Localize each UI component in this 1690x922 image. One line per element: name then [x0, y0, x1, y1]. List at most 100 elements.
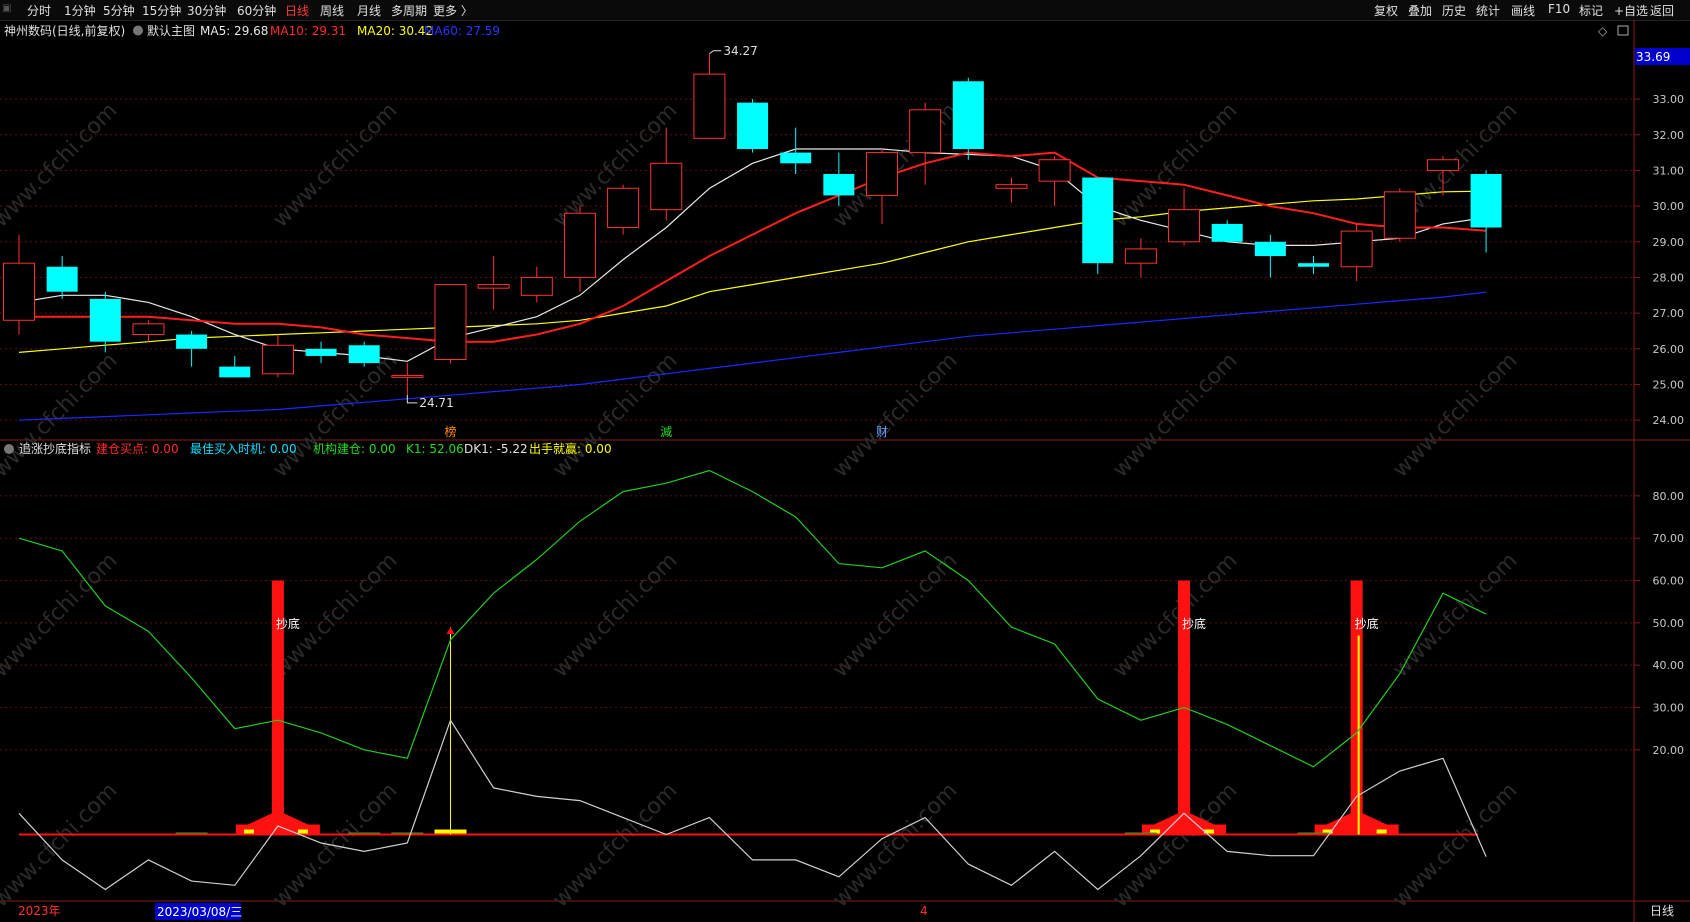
watermark-layer: www.cfchi.com www.cfchi.com www.cfchi.com w…: [0, 98, 1523, 912]
window-toggle-icon[interactable]: [1617, 25, 1629, 36]
candle-body-down: [1298, 263, 1329, 267]
period-tab-0[interactable]: 分时: [27, 4, 52, 18]
indicator-zjmr: 最佳买入时机: 0.00: [190, 442, 297, 456]
period-tab-9[interactable]: 多周期: [391, 4, 428, 18]
candle-body-up: [520, 276, 553, 296]
candle-body-up: [1038, 159, 1071, 182]
toolbar-button-5[interactable]: F10: [1548, 2, 1571, 16]
watermark-text: www.cfchi.com: [1108, 348, 1242, 482]
indicator-settings-icon[interactable]: [4, 444, 14, 454]
candle-body-up: [1124, 248, 1157, 264]
main-chart-label[interactable]: 默认主图: [147, 23, 195, 38]
price-tick-label: 32.00: [1653, 129, 1685, 142]
ma5-value: MA5: 29.68: [200, 24, 268, 38]
indicator-jgjc: 机构建仓: 0.00: [313, 441, 396, 456]
watermark-text: www.cfchi.com: [828, 778, 962, 912]
watermark-text: www.cfchi.com: [1388, 778, 1522, 912]
candle-body-down: [1082, 177, 1114, 264]
k1-line: [18, 469, 1487, 768]
min-price-label: 24.71: [419, 396, 453, 410]
watermark-text: www.cfchi.com: [0, 548, 123, 682]
price-annotations: 34.27 24.71 榜 減 财: [406, 44, 888, 439]
toolbar-button-0[interactable]: 复权: [1374, 4, 1399, 18]
app-menu-icon[interactable]: ▣: [2, 3, 12, 14]
candle-body-down: [305, 348, 337, 356]
watermark-text: www.cfchi.com: [0, 778, 123, 912]
price-tick-label: 27.00: [1653, 307, 1685, 320]
candle-body-up: [1426, 159, 1459, 171]
candle-body-down: [1211, 223, 1243, 242]
indicator-tick-label: 30.00: [1653, 702, 1685, 715]
period-tab-1[interactable]: 1分钟: [64, 4, 96, 18]
indicator-tick-label: 40.00: [1653, 659, 1685, 672]
signal-dot: [1150, 829, 1161, 835]
indicator-csjy: 出手就赢: 0.00: [529, 441, 612, 456]
price-tick-label: 31.00: [1653, 164, 1685, 177]
candle-body-up: [1383, 191, 1416, 239]
signal-bar: [271, 580, 284, 835]
event-mark[interactable]: 減: [660, 424, 672, 439]
candle-body-down: [219, 366, 251, 378]
indicator-plot: 抄底 抄底 抄底: [18, 469, 1487, 891]
period-tab-6[interactable]: 日线: [285, 4, 310, 18]
period-tab-5[interactable]: 60分钟: [237, 4, 277, 18]
price-tick-label: 30.00: [1653, 200, 1685, 213]
cursor-date: 2023/03/08/三: [157, 905, 242, 919]
candle-body-up: [563, 212, 596, 278]
candle-body-down: [823, 174, 855, 196]
indicator-tick-label: 80.00: [1653, 490, 1685, 503]
period-tab-4[interactable]: 30分钟: [187, 4, 227, 18]
watermark-text: www.cfchi.com: [548, 778, 682, 912]
period-label[interactable]: 日线: [1650, 904, 1674, 918]
candle-body-up: [650, 162, 683, 211]
ma10-line: [19, 151, 1487, 343]
signal-label: 抄底: [1182, 616, 1206, 631]
period-tab-2[interactable]: 5分钟: [103, 4, 135, 18]
indicator-jcmd: 建仓买点: 0.00: [96, 442, 179, 456]
signal-dot: [297, 829, 308, 835]
candle-body-up: [477, 284, 510, 289]
candle-body-up: [909, 109, 942, 154]
candle-body-down: [737, 102, 769, 150]
period-tab-10[interactable]: 更多 〉: [433, 4, 473, 18]
period-tab-8[interactable]: 月线: [357, 4, 382, 18]
event-mark[interactable]: 财: [876, 425, 888, 439]
indicator-tick-label: 60.00: [1653, 575, 1685, 588]
indicator-tick-label: 50.00: [1653, 617, 1685, 630]
stock-title[interactable]: 神州数码(日线,前复权): [4, 23, 125, 38]
diamond-icon[interactable]: ◇: [1598, 24, 1608, 38]
indicator-name[interactable]: 追涨抄底指标: [19, 441, 91, 456]
signal-label: 抄底: [1355, 616, 1379, 631]
candle-body-up: [434, 284, 467, 361]
toolbar-button-2[interactable]: 历史: [1442, 4, 1467, 18]
max-price-pointer: [709, 50, 722, 55]
ma20-value: MA20: 30.42: [357, 24, 433, 38]
toolbar-button-7[interactable]: +自选: [1614, 4, 1649, 18]
cursor-date-box: [155, 903, 241, 920]
ma10-value: MA10: 29.31: [270, 24, 346, 38]
indicator-k1: K1: 52.06: [406, 442, 464, 456]
price-tick-label: 25.00: [1653, 378, 1685, 391]
footer-year: 2023年: [18, 904, 61, 918]
candle-body-down: [348, 345, 380, 364]
watermark-text: www.cfchi.com: [548, 548, 682, 682]
watermark-text: www.cfchi.com: [1388, 548, 1522, 682]
candle-body-up: [132, 323, 165, 336]
ma5-line: [18, 148, 1487, 362]
indicator-tick-label: 20.00: [1653, 744, 1685, 757]
period-tab-7[interactable]: 周线: [320, 4, 345, 18]
candle-body-up: [607, 187, 640, 229]
period-tab-3[interactable]: 15分钟: [142, 4, 182, 18]
toolbar-button-4[interactable]: 画线: [1511, 4, 1536, 18]
signal-dot: [1376, 829, 1387, 835]
main-chart-settings-icon[interactable]: [133, 25, 143, 36]
watermark-text: www.cfchi.com: [268, 548, 402, 682]
event-mark[interactable]: 榜: [444, 424, 456, 439]
toolbar-button-3[interactable]: 统计: [1476, 4, 1501, 18]
toolbar-button-1[interactable]: 叠加: [1408, 4, 1433, 18]
toolbar-button-8[interactable]: 返回: [1650, 4, 1675, 18]
ma60-line: [18, 291, 1487, 421]
candle-body-down: [780, 152, 812, 164]
toolbar-button-6[interactable]: 标记: [1579, 4, 1604, 18]
